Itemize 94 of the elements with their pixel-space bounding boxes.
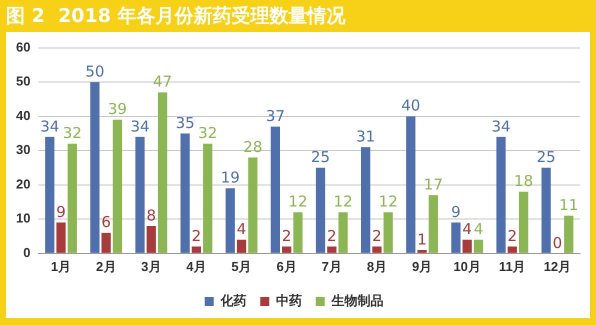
- legend-label: 生物制品: [330, 293, 384, 308]
- data-label: 34: [491, 117, 511, 136]
- data-label: 9: [56, 202, 66, 221]
- bar: [102, 232, 111, 253]
- bar: [361, 147, 370, 253]
- bar: [316, 168, 326, 253]
- bar: [451, 222, 461, 253]
- bar: [56, 222, 66, 253]
- data-label: 19: [220, 168, 240, 187]
- data-label: 2: [282, 226, 292, 245]
- data-label: 40: [401, 96, 420, 115]
- data-label: 1: [417, 230, 427, 248]
- bar: [68, 144, 77, 253]
- data-label: 32: [62, 124, 82, 142]
- data-label: 9: [451, 202, 461, 221]
- bar: [462, 240, 472, 253]
- y-tick-label: 30: [16, 142, 30, 158]
- data-label: 2: [508, 226, 518, 245]
- bar: [158, 92, 168, 253]
- data-label: 8: [146, 206, 156, 224]
- x-tick-label: 6月: [276, 258, 297, 274]
- y-tick-label: 10: [16, 210, 30, 226]
- bar: [338, 212, 348, 253]
- bar: [428, 195, 438, 253]
- x-tick-label: 7月: [322, 258, 342, 274]
- bar: [180, 133, 190, 253]
- data-label: 50: [85, 62, 104, 80]
- data-label: 35: [176, 114, 195, 132]
- data-label: 12: [378, 192, 398, 211]
- data-label: 6: [101, 213, 111, 232]
- x-tick-label: 4月: [186, 258, 207, 274]
- x-tick-label: 1月: [50, 258, 72, 274]
- legend-label: 中药: [276, 293, 302, 308]
- data-label: 2: [327, 226, 337, 245]
- bar: [542, 168, 551, 253]
- bar: [406, 116, 416, 253]
- x-tick-label: 11月: [498, 258, 526, 274]
- data-label: 4: [236, 220, 246, 238]
- data-label: 18: [514, 172, 534, 190]
- bar: [508, 246, 517, 253]
- data-label: 4: [474, 220, 484, 238]
- y-tick-label: 60: [16, 39, 30, 54]
- bar: [327, 246, 336, 253]
- data-label: 25: [536, 148, 556, 166]
- data-label: 31: [356, 128, 376, 146]
- bar: [226, 188, 235, 253]
- x-tick-label: 3月: [141, 258, 162, 274]
- x-tick-label: 8月: [366, 258, 388, 274]
- data-label: 25: [310, 148, 330, 166]
- bar: [293, 212, 303, 253]
- data-label: 0: [552, 234, 562, 252]
- chart-title: 图 2 2018 年各月份新药受理数量情况: [6, 4, 346, 29]
- data-label: 39: [108, 100, 127, 118]
- bar: [192, 246, 202, 253]
- bar: [474, 240, 484, 253]
- y-tick-label: 40: [16, 108, 30, 123]
- data-label: 12: [334, 192, 353, 211]
- data-label: 34: [40, 117, 60, 136]
- bar: [384, 212, 393, 253]
- bar: [518, 192, 528, 253]
- bar: [135, 136, 145, 253]
- data-label: 28: [243, 138, 262, 156]
- bar: [112, 120, 122, 253]
- data-label: 4: [462, 220, 472, 238]
- data-label: 37: [266, 107, 285, 126]
- bar: [372, 246, 382, 253]
- data-label: 12: [288, 192, 308, 211]
- data-label: 32: [198, 124, 218, 142]
- bar: [45, 136, 54, 253]
- legend-label: 化药: [219, 293, 246, 308]
- bar: [90, 82, 100, 253]
- x-tick-label: 2月: [96, 258, 116, 274]
- y-tick-label: 50: [16, 74, 30, 89]
- bar: [270, 126, 280, 253]
- data-label: 2: [372, 226, 382, 245]
- bar: [236, 240, 246, 253]
- x-tick-label: 10月: [453, 258, 481, 274]
- y-tick-label: 20: [16, 176, 30, 192]
- x-tick-label: 5月: [231, 258, 252, 274]
- bar: [496, 136, 506, 253]
- data-label: 34: [130, 117, 150, 136]
- bar: [146, 226, 156, 253]
- bar: [203, 144, 212, 253]
- x-tick-label: 12月: [544, 258, 572, 274]
- data-label: 47: [153, 72, 172, 91]
- x-tick-label: 9月: [412, 258, 432, 274]
- data-label: 17: [424, 176, 443, 194]
- data-label: 2: [192, 226, 202, 245]
- data-label: 11: [559, 196, 578, 214]
- bar: [564, 216, 574, 253]
- bar: [248, 157, 258, 253]
- bar: [417, 250, 427, 253]
- bar: [282, 246, 292, 253]
- y-tick-label: 0: [23, 244, 30, 260]
